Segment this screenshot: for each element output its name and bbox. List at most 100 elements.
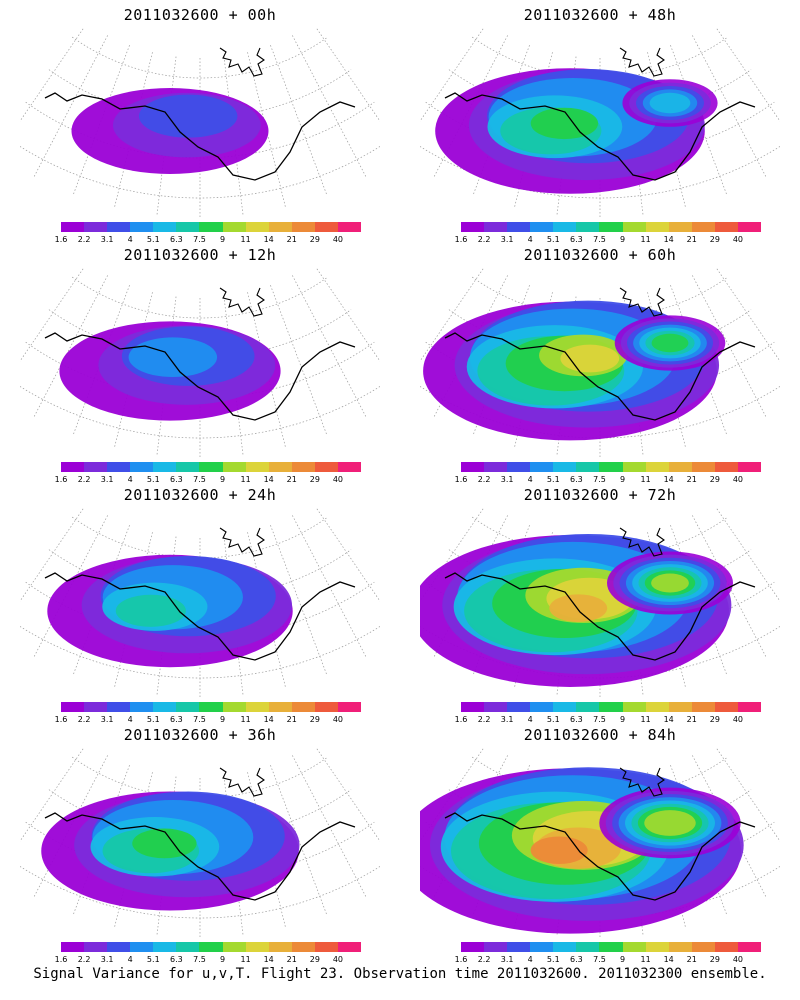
colorbar-tick-label: 29	[709, 475, 720, 484]
colorbar-tick-label: 5.1	[146, 235, 160, 244]
map-panel: 2011032600 + 60h 1.6 2.2 3.1 4 5.1 6.3 7.5 9 11 14…	[400, 240, 800, 484]
colorbar-tick-label: 4	[127, 715, 133, 724]
colorbar-swatch	[245, 702, 269, 712]
polar-stereographic-map	[20, 268, 380, 458]
colorbar-swatch	[691, 942, 715, 952]
variance-field	[435, 68, 718, 194]
polar-stereographic-map	[20, 28, 380, 218]
colorbar-ticks: 1.6 2.2 3.1 4 5.1 6.3 7.5 9 11 14 21 29 40	[452, 475, 752, 485]
colorbar-tick-label: 29	[709, 235, 720, 244]
colorbar-swatch	[245, 462, 269, 472]
colorbar-tick-label: 7.5	[593, 235, 606, 244]
colorbar-ticks: 1.6 2.2 3.1 4 5.1 6.3 7.5 9 11 14 21 29 40	[452, 235, 752, 245]
colorbar	[61, 942, 362, 952]
colorbar-swatch	[645, 702, 669, 712]
colorbar-swatch	[645, 222, 669, 232]
colorbar-swatch	[107, 462, 131, 472]
colorbar-swatch	[553, 702, 577, 712]
colorbar-swatch	[107, 222, 131, 232]
colorbar-swatch	[84, 702, 108, 712]
colorbar-tick-label: 11	[640, 955, 651, 964]
variance-field	[423, 300, 726, 441]
colorbar-swatch	[484, 702, 508, 712]
colorbar-swatch	[484, 942, 508, 952]
colorbar-swatch	[461, 942, 485, 952]
colorbar-swatch	[461, 462, 485, 472]
colorbar-swatch	[153, 222, 177, 232]
colorbar-tick-label: 2.2	[477, 235, 491, 244]
colorbar-tick-label: 40	[332, 475, 344, 484]
colorbar-swatch	[268, 462, 292, 472]
colorbar-swatch	[268, 702, 292, 712]
colorbar-tick-label: 14	[263, 235, 274, 244]
colorbar-tick-label: 29	[309, 715, 320, 724]
colorbar-tick-label: 1.6	[54, 955, 68, 964]
colorbar-tick-label: 40	[332, 235, 344, 244]
colorbar	[61, 702, 362, 712]
colorbar-tick-label: 29	[709, 955, 720, 964]
colorbar-tick-label: 21	[686, 715, 697, 724]
panel-title: 2011032600 + 36h	[123, 726, 277, 744]
colorbar-tick-label: 6.3	[570, 955, 583, 964]
colorbar-ticks: 1.6 2.2 3.1 4 5.1 6.3 7.5 9 11 14 21 29 40	[452, 955, 752, 965]
colorbar-tick-label: 4	[527, 235, 533, 244]
colorbar-tick-label: 4	[527, 715, 533, 724]
colorbar-swatch	[553, 462, 577, 472]
colorbar-tick-label: 21	[686, 475, 697, 484]
colorbar-swatch	[291, 702, 315, 712]
colorbar-swatch	[337, 942, 362, 952]
colorbar-swatch	[314, 702, 338, 712]
colorbar-tick-label: 5.1	[546, 955, 560, 964]
colorbar-tick-label: 4	[527, 955, 533, 964]
colorbar-swatch	[199, 702, 223, 712]
colorbar-tick-label: 9	[219, 475, 226, 484]
colorbar-swatch	[691, 222, 715, 232]
colorbar-tick-label: 7.5	[193, 715, 206, 724]
colorbar-ticks: 1.6 2.2 3.1 4 5.1 6.3 7.5 9 11 14 21 29 40	[52, 715, 352, 725]
colorbar-tick-label: 5.1	[546, 475, 560, 484]
colorbar-swatch	[461, 702, 485, 712]
polar-stereographic-map	[420, 268, 780, 458]
polar-stereographic-map	[420, 28, 780, 218]
colorbar-swatch	[553, 222, 577, 232]
colorbar-tick-label: 3.1	[100, 235, 114, 244]
colorbar-tick-label: 1.6	[54, 475, 68, 484]
colorbar-tick-label: 40	[732, 715, 744, 724]
colorbar-swatch	[337, 702, 362, 712]
colorbar	[461, 222, 762, 232]
colorbar-swatch	[291, 222, 315, 232]
colorbar-swatch	[714, 702, 738, 712]
colorbar-ticks: 1.6 2.2 3.1 4 5.1 6.3 7.5 9 11 14 21 29 40	[52, 955, 352, 965]
map-panel: 2011032600 + 72h 1.6 2.2 3.1 4 5.1 6.3 7.5 9 11 14…	[400, 480, 800, 724]
colorbar-tick-label: 2.2	[77, 475, 91, 484]
colorbar-swatch	[268, 942, 292, 952]
colorbar-swatch	[737, 942, 762, 952]
colorbar-tick-label: 3.1	[500, 475, 514, 484]
panel-title: 2011032600 + 84h	[523, 726, 677, 744]
colorbar-swatch	[714, 942, 738, 952]
panel-title: 2011032600 + 48h	[523, 6, 677, 24]
coastline	[444, 572, 756, 661]
polar-stereographic-map	[420, 748, 780, 938]
colorbar-swatch	[668, 222, 692, 232]
map-panel: 2011032600 + 12h 1.6 2.2 3.1 4 5.1 6.3 7.5 9 11 14…	[0, 240, 400, 484]
colorbar-tick-label: 3.1	[500, 715, 514, 724]
colorbar-tick-label: 1.6	[454, 235, 468, 244]
colorbar-swatch	[622, 942, 646, 952]
arctic-islands	[219, 767, 265, 797]
colorbar-tick-label: 21	[286, 955, 297, 964]
map-panel: 2011032600 + 24h 1.6 2.2 3.1 4 5.1 6.3 7.5 9 11 14…	[0, 480, 400, 724]
colorbar-tick-label: 14	[263, 955, 274, 964]
colorbar-swatch	[245, 222, 269, 232]
variance-field	[71, 88, 269, 174]
map-panel: 2011032600 + 00h 1.6 2.2 3.1 4 5.1 6.3 7.5 9 11 14…	[0, 0, 400, 244]
colorbar-swatch	[107, 942, 131, 952]
map-panel: 2011032600 + 36h 1.6 2.2 3.1 4 5.1 6.3 7.5 9 11 14…	[0, 720, 400, 964]
colorbar-tick-label: 40	[332, 715, 344, 724]
colorbar-tick-label: 11	[640, 475, 651, 484]
colorbar-tick-label: 11	[240, 475, 251, 484]
panel-title: 2011032600 + 72h	[523, 486, 677, 504]
colorbar-tick-label: 1.6	[454, 475, 468, 484]
colorbar-tick-label: 40	[332, 955, 344, 964]
colorbar-swatch	[153, 942, 177, 952]
